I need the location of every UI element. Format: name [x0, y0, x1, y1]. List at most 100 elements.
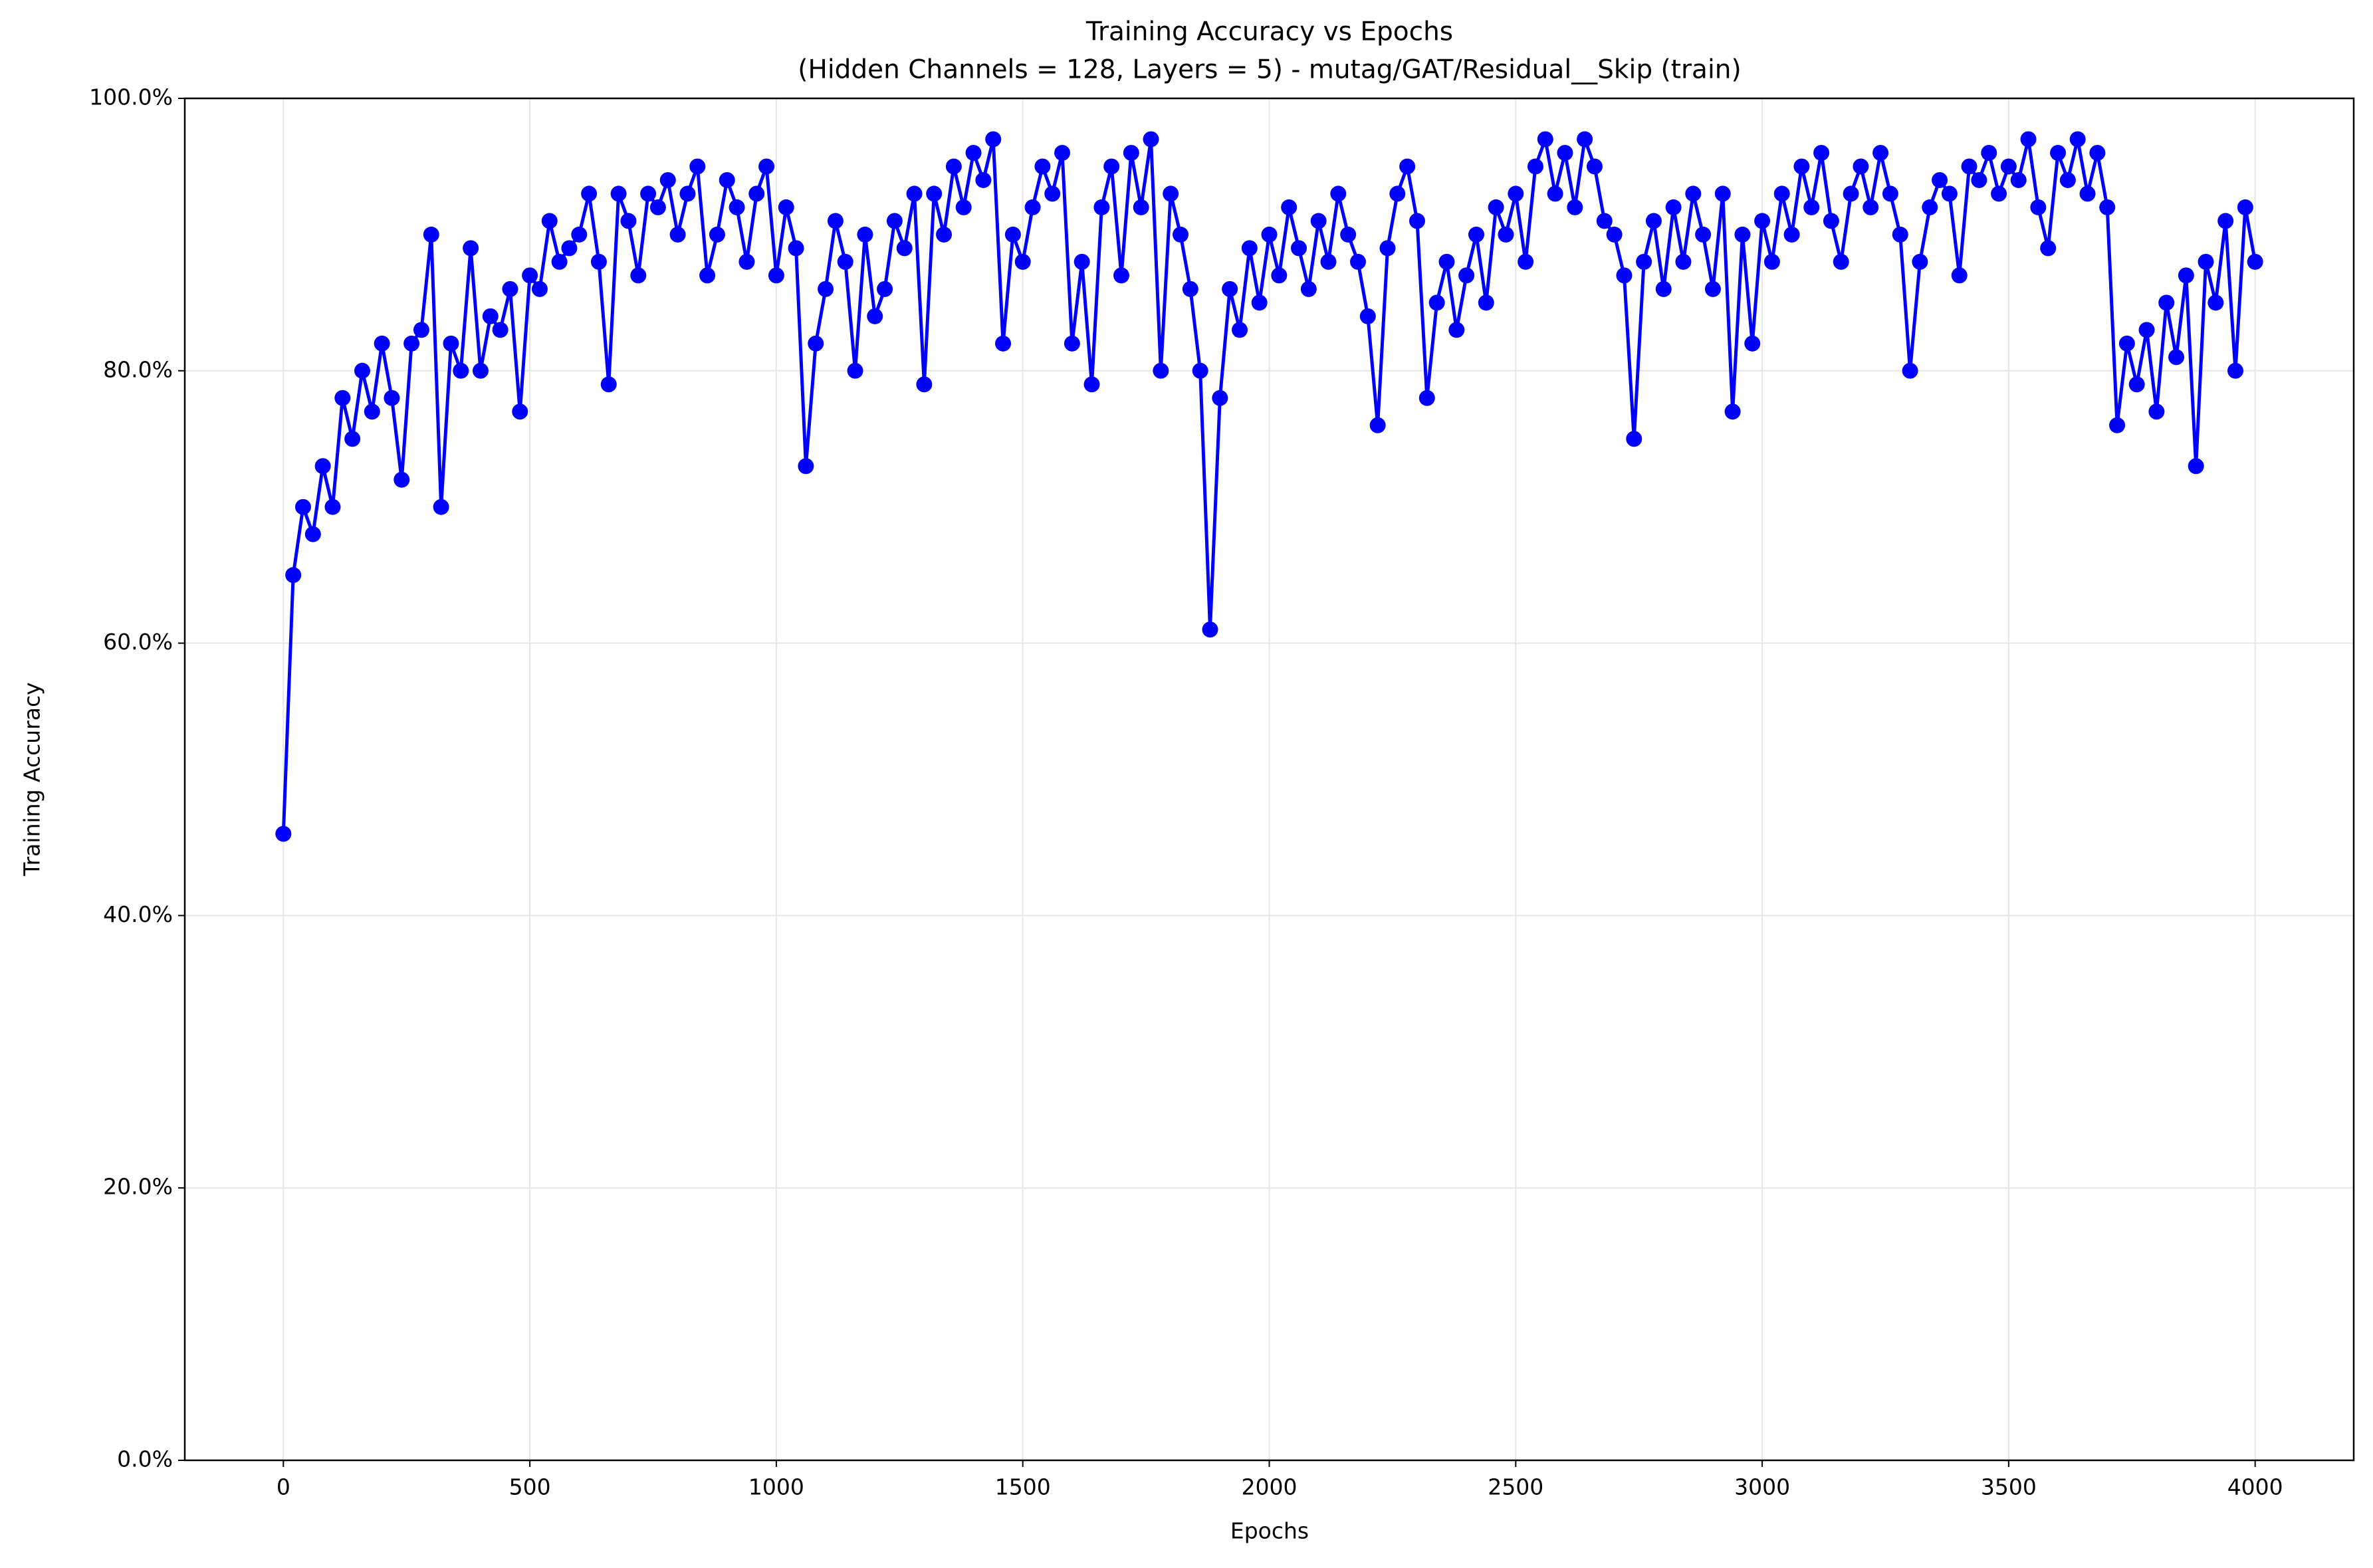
data-point [1783, 226, 1800, 243]
data-point [867, 308, 883, 324]
data-point [699, 267, 716, 284]
data-point [1271, 267, 1288, 284]
data-point [1872, 144, 1889, 161]
data-point [1468, 226, 1484, 243]
y-axis-label: Training Accuracy [19, 682, 45, 876]
data-point [1704, 280, 1721, 297]
data-point [1369, 417, 1386, 433]
data-point [1951, 267, 1968, 284]
y-tick-label: 0.0% [117, 1446, 173, 1472]
data-point [896, 240, 913, 257]
data-point [541, 213, 558, 229]
data-point [1389, 185, 1406, 202]
data-point [1813, 144, 1830, 161]
x-tick-label: 0 [277, 1474, 290, 1500]
data-point [1083, 376, 1100, 393]
y-tick-label: 20.0% [103, 1174, 173, 1200]
data-point [1488, 199, 1504, 215]
data-point [1251, 294, 1268, 311]
data-point [1932, 171, 1948, 188]
data-point [2148, 403, 2165, 420]
data-point [1192, 362, 1208, 379]
data-point [1941, 185, 1958, 202]
data-point [581, 185, 598, 202]
data-point [1034, 158, 1051, 175]
data-point [374, 335, 390, 352]
data-point [1458, 267, 1475, 284]
data-point [758, 158, 775, 175]
data-point [561, 240, 578, 257]
data-point [453, 362, 469, 379]
data-point [1537, 131, 1553, 148]
data-point [955, 199, 972, 215]
data-point [1685, 185, 1702, 202]
data-point [571, 226, 588, 243]
data-point [2198, 253, 2214, 270]
data-point [2109, 417, 2126, 433]
data-point [1133, 199, 1149, 215]
data-point [778, 199, 794, 215]
data-point [1793, 158, 1810, 175]
data-point [2188, 458, 2204, 475]
data-point [1695, 226, 1712, 243]
data-point [1754, 213, 1771, 229]
data-point [788, 240, 804, 257]
data-point [512, 403, 528, 420]
data-point [1892, 226, 1908, 243]
data-point [818, 280, 834, 297]
data-point [1320, 253, 1337, 270]
data-point [1004, 226, 1021, 243]
data-point [1577, 131, 1593, 148]
data-point [1123, 144, 1139, 161]
data-point [945, 158, 962, 175]
data-point [2079, 185, 2096, 202]
data-point [1714, 185, 1731, 202]
data-point [1981, 144, 1997, 161]
data-point [1724, 403, 1741, 420]
data-point [1971, 171, 1987, 188]
data-point [1518, 253, 1534, 270]
data-point [837, 253, 853, 270]
data-point [1418, 390, 1435, 406]
data-point [1626, 431, 1642, 447]
x-tick-label: 3500 [1981, 1474, 2037, 1500]
data-point [2217, 213, 2234, 229]
data-point [719, 171, 735, 188]
data-point [2040, 240, 2057, 257]
data-point [1882, 185, 1898, 202]
data-point [1310, 213, 1327, 229]
data-point [729, 199, 745, 215]
data-point [1399, 158, 1416, 175]
data-point [1853, 158, 1869, 175]
data-point [965, 144, 982, 161]
data-point [1567, 199, 1583, 215]
data-point [877, 280, 893, 297]
data-point [1863, 199, 1879, 215]
data-point [1202, 621, 1218, 638]
data-point [364, 403, 380, 420]
data-point [2010, 171, 2027, 188]
data-point [798, 458, 814, 475]
data-point [344, 431, 361, 447]
data-point [1300, 280, 1317, 297]
data-point [936, 226, 953, 243]
data-point [590, 253, 607, 270]
data-point [394, 471, 410, 488]
data-point [2089, 144, 2106, 161]
data-point [1527, 158, 1543, 175]
data-point [1290, 240, 1307, 257]
data-point [1379, 240, 1396, 257]
data-point [413, 322, 429, 338]
data-point [748, 185, 765, 202]
data-point [1064, 335, 1080, 352]
data-point [1232, 322, 1248, 338]
data-point [1143, 131, 1159, 148]
data-point [926, 185, 943, 202]
y-tick-label: 60.0% [103, 629, 173, 655]
data-point [1182, 280, 1198, 297]
data-point [551, 253, 568, 270]
data-point [620, 213, 637, 229]
data-point [1103, 158, 1120, 175]
data-point [630, 267, 647, 284]
data-point [324, 499, 341, 515]
